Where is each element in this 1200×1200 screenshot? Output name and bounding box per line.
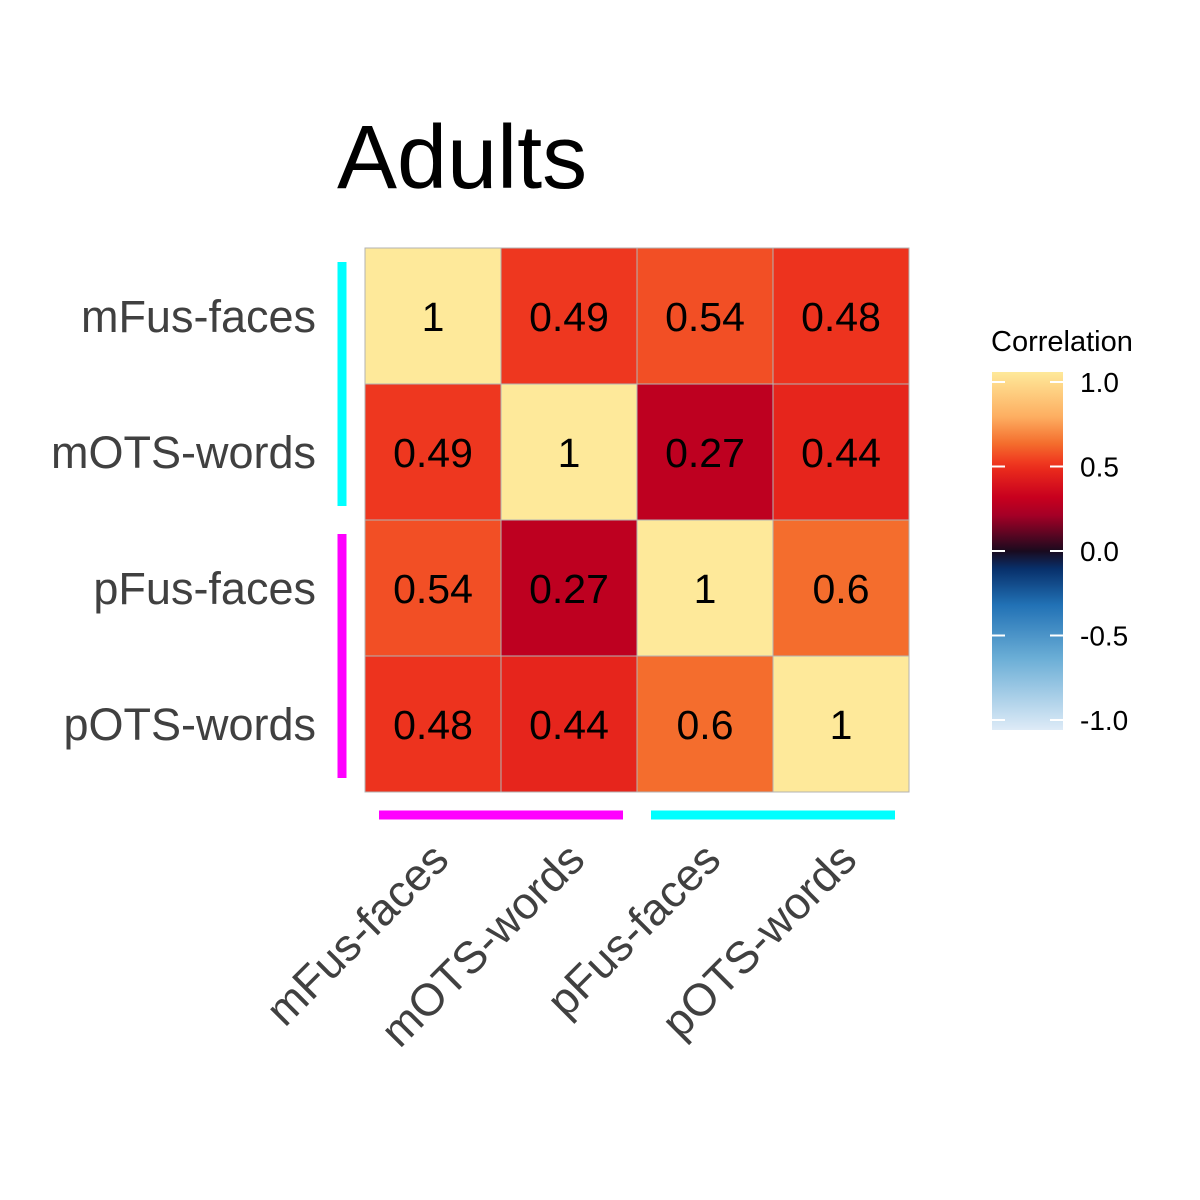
y-axis-tick-labels: mFus-faces mOTS-words pFus-faces pOTS-words (51, 291, 316, 750)
cell-value-label-r2-c1: 0.49 (393, 430, 473, 476)
legend-ticks: 1.0 0.5 0.0 -0.5 -1.0 (992, 367, 1128, 736)
heatmap-cell-r4-c4 (772, 655, 910, 793)
cell-value-label-r3-c2: 0.27 (529, 566, 609, 612)
cell-value-label-r1-c2: 0.49 (529, 294, 609, 340)
heatmap-cell-r2-c2 (500, 383, 638, 521)
cell-value-label-r1-c4: 0.48 (801, 294, 881, 340)
group-bars (337, 262, 895, 820)
heatmap-cell-r4-c3 (636, 655, 774, 793)
heatmap-cell-r1-c1 (364, 247, 502, 385)
legend-tick-label-4: -0.5 (1080, 621, 1128, 652)
cell-value-label-r2-c2: 1 (558, 430, 581, 476)
legend-title: Correlation (991, 326, 1133, 358)
legend-tick-label-1: 1.0 (1080, 367, 1119, 398)
heatmap-cell-r1-c4 (772, 247, 910, 385)
y-tick-label-2: mOTS-words (51, 427, 316, 478)
y-tick-label-1: mFus-faces (81, 291, 316, 342)
heatmap-cell-r3-c2 (500, 519, 638, 657)
heatmap-cell-r1-c2 (500, 247, 638, 385)
heatmap-cell-r4-c1 (364, 655, 502, 793)
legend-tick-label-2: 0.5 (1080, 452, 1119, 483)
heatmap-cell-labels: 1 0.49 0.54 0.48 0.49 1 0.27 0.44 0.54 0.27 1 0.6 0.… (393, 294, 881, 748)
legend-tick-label-3: 0.0 (1080, 536, 1119, 567)
heatmap-cells (364, 247, 910, 793)
cell-value-label-r1-c1: 1 (422, 294, 445, 340)
heatmap-cell-r1-c3 (636, 247, 774, 385)
chart-title: Adults (337, 108, 587, 208)
heatmap-cell-r2-c4 (772, 383, 910, 521)
color-legend: Correlation 1.0 0.5 0.0 -0.5 -1.0 (991, 326, 1133, 736)
cell-value-label-r3-c1: 0.54 (393, 566, 473, 612)
cell-value-label-r4-c1: 0.48 (393, 702, 473, 748)
cell-value-label-r2-c3: 0.27 (665, 430, 745, 476)
cell-value-label-r3-c4: 0.6 (813, 566, 870, 612)
cell-value-label-r3-c3: 1 (694, 566, 717, 612)
legend-tick-label-5: -1.0 (1080, 705, 1128, 736)
cell-value-label-r4-c3: 0.6 (677, 702, 734, 748)
y-tick-label-4: pOTS-words (63, 699, 316, 750)
cell-value-label-r2-c4: 0.44 (801, 430, 881, 476)
cell-value-label-r4-c2: 0.44 (529, 702, 609, 748)
y-tick-label-3: pFus-faces (93, 563, 316, 614)
cell-value-label-r1-c3: 0.54 (665, 294, 745, 340)
heatmap-cell-r4-c2 (500, 655, 638, 793)
heatmap-cell-r2-c1 (364, 383, 502, 521)
heatmap-cell-r3-c4 (772, 519, 910, 657)
cell-value-label-r4-c4: 1 (830, 702, 853, 748)
